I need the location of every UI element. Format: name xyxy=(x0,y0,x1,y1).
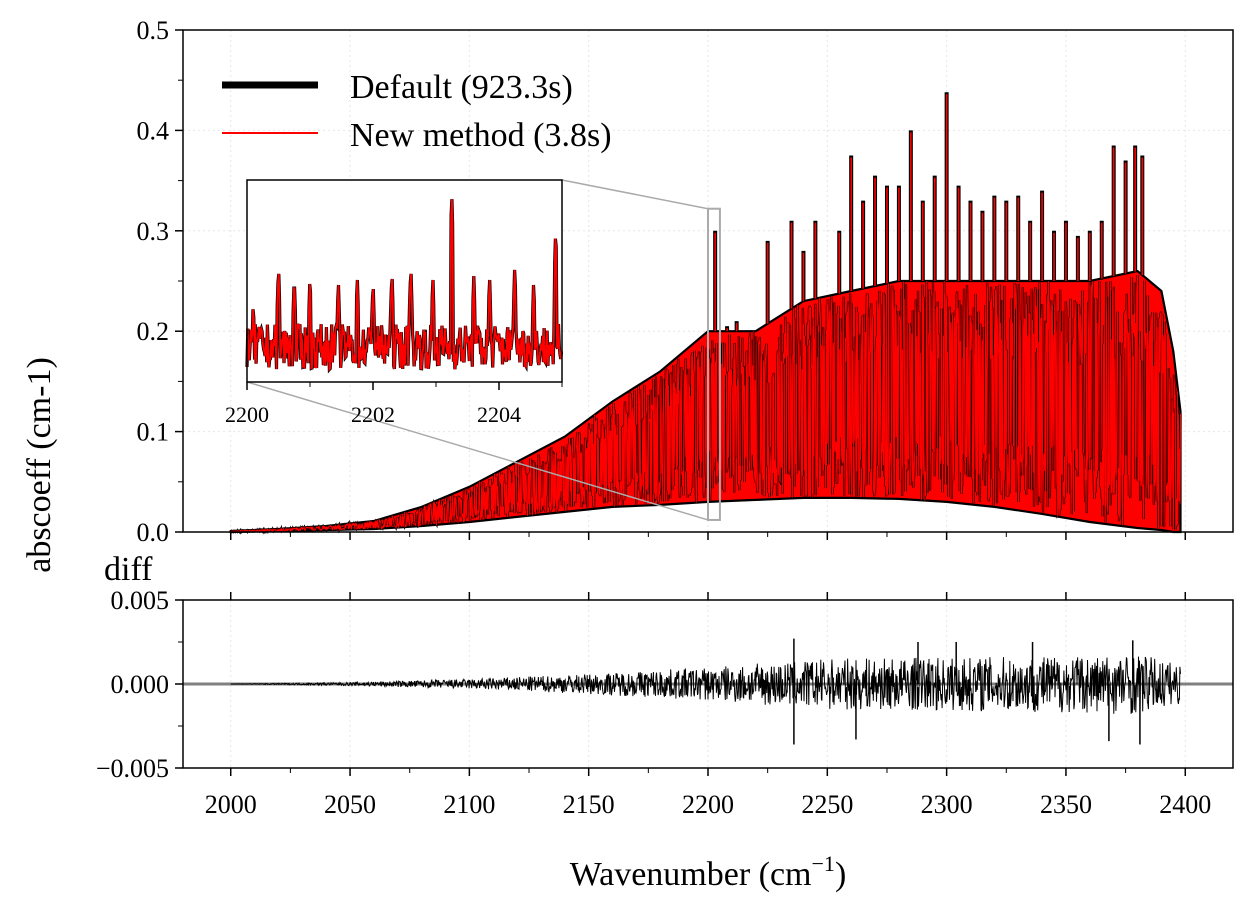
main-y-tick-label: 0.0 xyxy=(137,518,170,547)
main-y-tick-label: 0.3 xyxy=(137,217,170,246)
main-panel: 0.0 0.1 0.2 0.3 0.4 0.5 Default (923.3s) New … xyxy=(21,16,1234,573)
main-peaks xyxy=(713,92,1145,332)
x-axis-label-superscript: −1 xyxy=(812,851,835,876)
inset-spectrum xyxy=(245,199,564,374)
diff-series xyxy=(230,638,1181,745)
zoom-connector-bottom xyxy=(246,381,709,521)
y-axis-label: abscoeff (cm-1) xyxy=(21,357,58,573)
main-axis-ticks: 0.0 0.1 0.2 0.3 0.4 0.5 xyxy=(137,16,1187,547)
diff-x-tick-label: 2400 xyxy=(1159,790,1211,819)
diff-y-tick-label: 0.005 xyxy=(111,586,170,615)
inset-panel: 2200 2202 2204 xyxy=(225,179,564,427)
diff-series-line xyxy=(230,656,1181,714)
diff-y-tick-label: −0.005 xyxy=(96,754,169,783)
main-series-new-method xyxy=(230,275,1181,534)
zoom-box xyxy=(246,179,721,521)
diff-x-tick-label: 2150 xyxy=(563,790,615,819)
diff-x-tick-label: 2250 xyxy=(801,790,853,819)
diff-x-tick-label: 2350 xyxy=(1040,790,1092,819)
diff-x-tick-label: 2050 xyxy=(324,790,376,819)
main-y-tick-label: 0.1 xyxy=(137,418,170,447)
diff-x-tick-label: 2300 xyxy=(921,790,973,819)
x-axis-label-end: ) xyxy=(835,856,846,893)
inset-x-tick-label: 2204 xyxy=(477,402,521,427)
main-spectrum xyxy=(229,269,1182,535)
legend: Default (923.3s) New method (3.8s) xyxy=(222,69,612,154)
diff-panel-title: diff xyxy=(104,551,153,588)
x-axis-label: Wavenumber (cm−1) xyxy=(570,851,847,893)
zoom-region-box xyxy=(707,207,721,521)
legend-label-new-method: New method (3.8s) xyxy=(350,117,612,154)
inset-frame xyxy=(246,179,563,383)
inset-x-tick-label: 2202 xyxy=(351,402,395,427)
main-y-tick-label: 0.4 xyxy=(137,116,170,145)
main-y-tick-label: 0.5 xyxy=(137,16,170,45)
zoom-connector-top xyxy=(561,179,709,210)
diff-x-tick-label: 2000 xyxy=(205,790,257,819)
diff-axis-ticks: 2000 2050 2100 2150 2200 2250 2300 2350 2400 −0.0… xyxy=(96,532,1211,819)
diff-y-tick-label: 0.000 xyxy=(111,670,170,699)
x-axis-label-text: Wavenumber (cm xyxy=(570,856,812,893)
diff-panel: diff 2000 2050 2100 2150 2200 2250 2300 2350 240… xyxy=(96,532,1234,893)
main-y-tick-label: 0.2 xyxy=(137,317,170,346)
inset-x-tick-label: 2200 xyxy=(225,402,269,427)
diff-x-tick-label: 2100 xyxy=(443,790,495,819)
legend-label-default: Default (923.3s) xyxy=(350,69,573,106)
inset-axis-ticks: 2200 2202 2204 xyxy=(225,382,563,427)
diff-x-tick-label: 2200 xyxy=(682,790,734,819)
inset-series-new-method xyxy=(246,199,563,372)
